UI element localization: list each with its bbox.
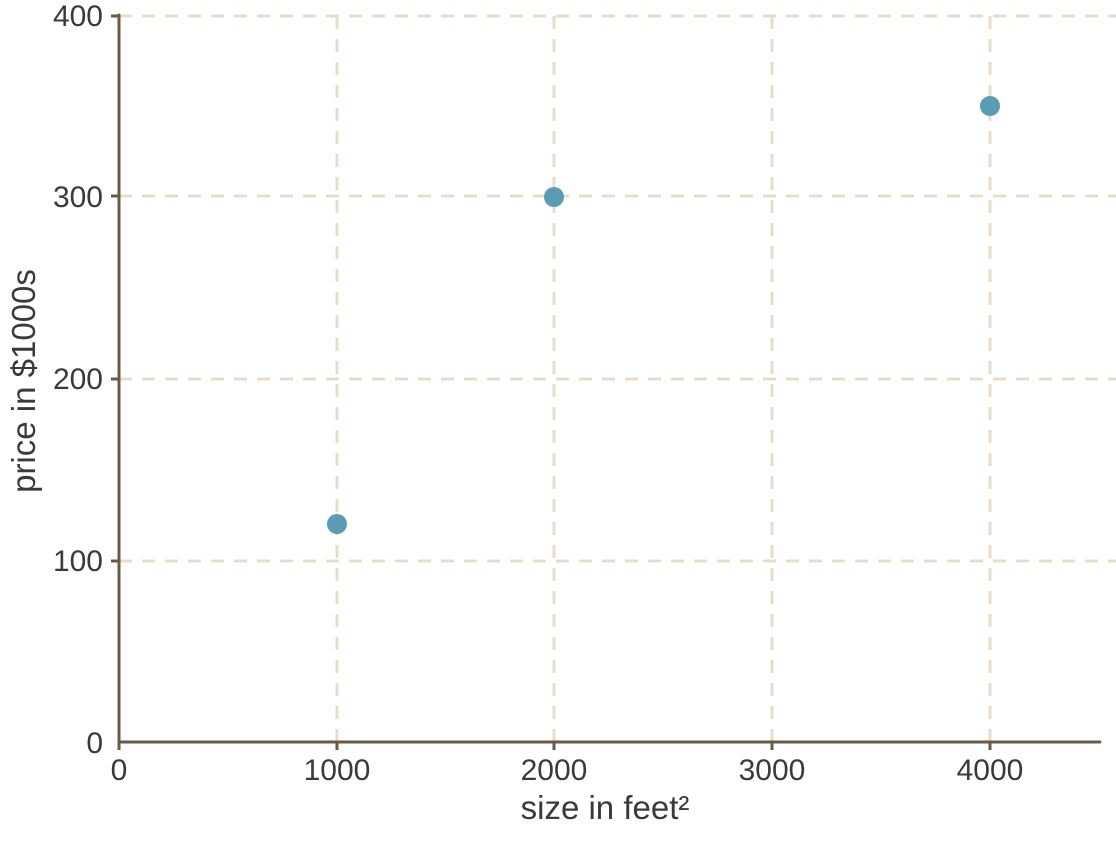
- svg-text:1000: 1000: [304, 754, 371, 787]
- svg-text:3000: 3000: [739, 754, 806, 787]
- svg-text:400: 400: [53, 0, 103, 33]
- svg-text:0: 0: [111, 754, 128, 787]
- svg-text:4000: 4000: [957, 754, 1024, 787]
- svg-text:300: 300: [53, 181, 103, 214]
- svg-text:2000: 2000: [521, 754, 588, 787]
- svg-text:200: 200: [53, 363, 103, 396]
- svg-text:100: 100: [53, 545, 103, 578]
- svg-text:price in $1000s: price in $1000s: [5, 269, 42, 493]
- svg-text:size in feet²: size in feet²: [521, 789, 690, 826]
- svg-text:0: 0: [86, 727, 103, 760]
